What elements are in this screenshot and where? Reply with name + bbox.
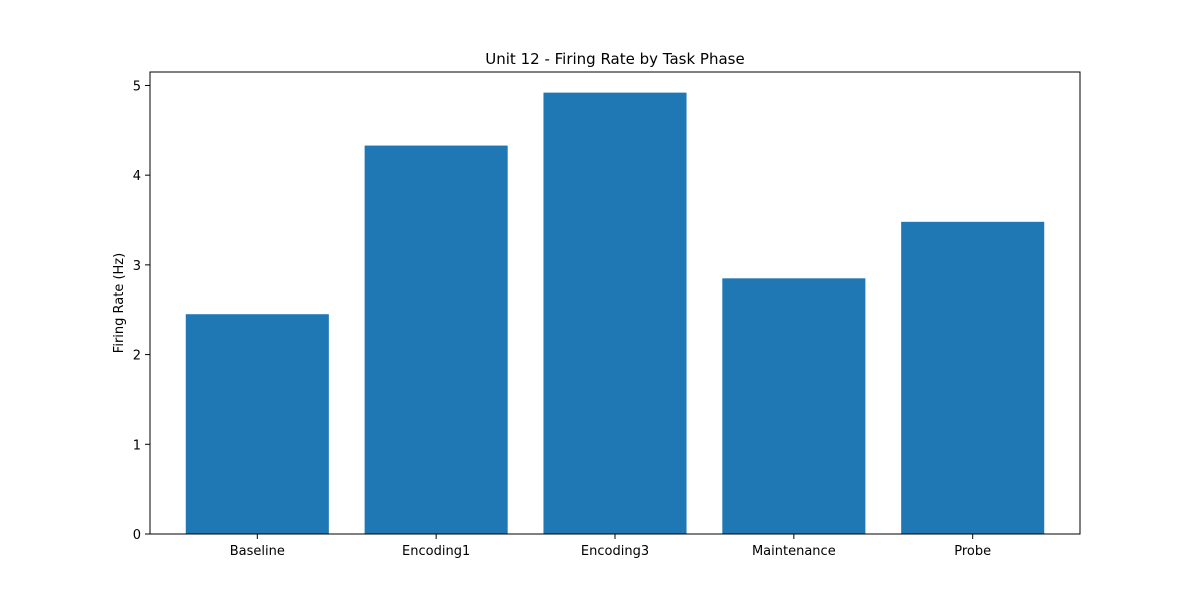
y-tick-label: 1 bbox=[133, 438, 141, 453]
bar-probe bbox=[901, 221, 1045, 534]
y-tick-label: 2 bbox=[133, 349, 141, 364]
bars-group bbox=[185, 92, 1045, 535]
x-tick-label: Baseline bbox=[230, 544, 285, 559]
chart-title: Unit 12 - Firing Rate by Task Phase bbox=[485, 50, 744, 68]
x-tick-label: Maintenance bbox=[752, 544, 836, 559]
y-tick-label: 3 bbox=[133, 259, 141, 274]
y-tick-label: 5 bbox=[133, 79, 141, 94]
bar-encoding3 bbox=[543, 92, 687, 535]
y-tick-label: 4 bbox=[133, 169, 141, 184]
x-axis-ticks: Baseline Encoding1 Encoding3 Maintenance Pro… bbox=[230, 534, 991, 559]
bar-baseline bbox=[185, 314, 329, 534]
x-tick-label: Encoding1 bbox=[402, 544, 470, 559]
bar-encoding1 bbox=[364, 145, 508, 535]
bar-maintenance bbox=[722, 278, 866, 534]
x-tick-label: Encoding3 bbox=[581, 544, 649, 559]
y-tick-label: 0 bbox=[133, 528, 141, 543]
y-axis-ticks: 0 1 2 3 4 5 bbox=[133, 79, 150, 543]
y-axis-label: Firing Rate (Hz) bbox=[112, 253, 127, 353]
x-tick-label: Probe bbox=[954, 544, 991, 559]
plot-area-frame bbox=[149, 71, 1081, 535]
